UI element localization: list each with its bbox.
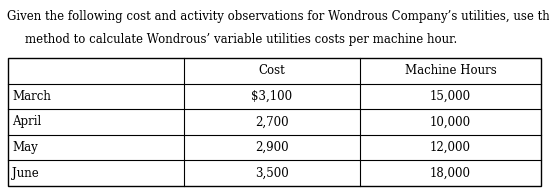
Text: 10,000: 10,000 — [430, 116, 471, 129]
Text: 3,500: 3,500 — [255, 167, 289, 180]
Text: Machine Hours: Machine Hours — [405, 64, 496, 77]
Text: Given the following cost and activity observations for Wondrous Company’s utilit: Given the following cost and activity ob… — [7, 10, 549, 23]
Text: 12,000: 12,000 — [430, 141, 471, 154]
Text: Cost: Cost — [259, 64, 285, 77]
Text: June: June — [12, 167, 39, 180]
Text: 2,700: 2,700 — [255, 116, 289, 129]
Text: 15,000: 15,000 — [430, 90, 471, 103]
Bar — [8, 58, 541, 186]
Text: May: May — [12, 141, 38, 154]
Text: 18,000: 18,000 — [430, 167, 471, 180]
Text: 2,900: 2,900 — [255, 141, 289, 154]
Text: method to calculate Wondrous’ variable utilities costs per machine hour.: method to calculate Wondrous’ variable u… — [25, 33, 457, 46]
Text: $3,100: $3,100 — [251, 90, 293, 103]
Text: April: April — [12, 116, 41, 129]
Text: March: March — [12, 90, 51, 103]
